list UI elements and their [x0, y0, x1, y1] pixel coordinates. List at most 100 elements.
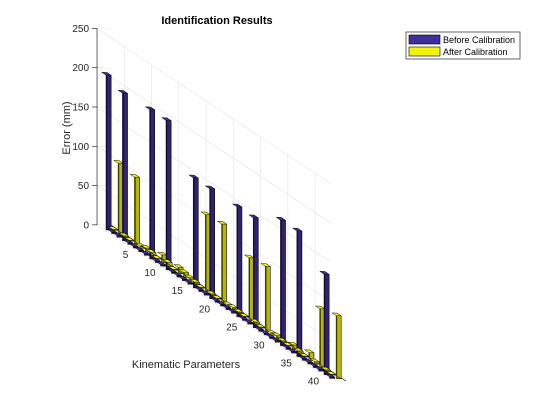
bar-face-top — [210, 297, 221, 302]
legend-swatch-before — [408, 34, 441, 45]
bar-before-calibration — [145, 106, 155, 260]
bar-after-calibration — [113, 160, 124, 235]
bar-before-calibration — [183, 279, 194, 285]
bar-before-calibration — [292, 227, 303, 358]
bar-before-calibration — [319, 271, 330, 376]
bar-after-calibration — [326, 371, 336, 376]
bar-face-top — [151, 255, 162, 259]
bar-after-calibration — [162, 259, 173, 267]
x-tick-label: 30 — [253, 340, 265, 351]
bar-face-top — [248, 214, 259, 219]
bar-before-calibration — [270, 337, 281, 343]
bar-face-top — [217, 220, 227, 225]
bar-face-side — [281, 217, 286, 347]
bar-after-calibration — [238, 313, 249, 318]
bar-layer — [101, 72, 342, 380]
bar-after-calibration — [217, 220, 227, 304]
bar-face-top — [237, 315, 248, 320]
legend-swatch-after — [408, 46, 441, 57]
bar-before-calibration — [286, 348, 297, 354]
bar-face-top — [112, 232, 123, 237]
bar-after-calibration — [320, 366, 331, 372]
bar-face-top — [314, 366, 324, 370]
bar-face-top — [156, 261, 166, 266]
bar-before-calibration — [161, 117, 172, 271]
bar-face-top — [173, 264, 184, 268]
bar-face-top — [128, 243, 139, 247]
bar-face-top — [150, 257, 161, 262]
bar-face-top — [195, 284, 206, 288]
legend-label-before: Before Calibration — [443, 35, 515, 45]
bar-face-side — [297, 228, 303, 358]
bar-before-calibration — [232, 203, 243, 318]
bar-face-top — [162, 259, 173, 263]
bar-face-top — [157, 251, 168, 256]
bar-after-calibration — [151, 255, 162, 260]
bar-face-top — [200, 211, 211, 216]
bar-after-calibration — [244, 254, 255, 322]
z-tick-label: 50 — [78, 181, 90, 192]
legend: Before Calibration After Calibration — [405, 31, 521, 60]
bar-face-top — [199, 290, 210, 294]
bar-face-side — [210, 185, 215, 300]
chart-title: Identification Results — [161, 15, 272, 27]
bar-face-side — [237, 203, 243, 318]
bar-face-side — [166, 117, 172, 271]
bar-face-top — [226, 308, 237, 313]
bar-face-top — [221, 304, 232, 309]
x-tick-label: 15 — [172, 286, 184, 297]
bar-after-calibration — [293, 347, 304, 354]
bar-face-top — [326, 371, 336, 375]
bar-face-side — [336, 312, 342, 380]
bar-after-calibration — [315, 305, 326, 369]
bar-face-top — [308, 362, 319, 367]
bar-face-top — [117, 90, 128, 94]
bar-before-calibration — [112, 232, 123, 238]
bar-face-top — [233, 308, 244, 313]
bar-face-top — [205, 185, 215, 190]
bar-face-top — [319, 271, 330, 275]
bar-before-calibration — [314, 366, 324, 372]
bar-after-calibration — [260, 263, 271, 332]
bar-after-calibration — [211, 295, 222, 300]
bar-after-calibration — [195, 284, 206, 289]
bar-face-top — [275, 216, 286, 221]
bar-face-top — [292, 227, 303, 232]
bar-after-calibration — [309, 358, 320, 365]
bar-face-top — [161, 117, 172, 121]
bar-after-calibration — [206, 290, 217, 296]
bar-before-calibration — [226, 308, 237, 314]
bar-face-side — [265, 263, 271, 332]
bar-before-calibration — [215, 301, 226, 307]
bar-face-top — [123, 239, 134, 244]
grid-line-z — [96, 106, 332, 263]
bar-after-calibration — [304, 349, 315, 361]
x-tick-label: 10 — [144, 268, 156, 279]
bar-face-top — [265, 333, 275, 338]
bar-face-top — [166, 268, 177, 273]
bar-after-calibration — [287, 341, 298, 351]
x-tick-label: 20 — [199, 304, 211, 315]
bar-face-top — [188, 174, 199, 179]
bar-before-calibration — [188, 174, 199, 289]
bar-face-side — [122, 90, 128, 242]
bar-face-top — [309, 358, 320, 363]
x-axis-label: Kinematic Parameters — [132, 359, 241, 371]
bar-face-top — [254, 326, 264, 331]
bar-face-top — [315, 305, 326, 310]
bar-face-top — [172, 272, 183, 276]
bar-after-calibration — [200, 211, 211, 293]
bar-face-top — [320, 366, 331, 371]
bar-face-top — [281, 344, 292, 349]
bar-after-calibration — [146, 249, 157, 256]
bar-face-side — [324, 271, 330, 376]
z-tick-label: 200 — [72, 63, 89, 74]
bar-after-calibration — [129, 174, 140, 246]
bar-after-calibration — [298, 353, 309, 358]
bar-face-top — [249, 318, 260, 323]
bar-before-calibration — [199, 290, 210, 296]
y-axis-label: Error (mm) — [61, 101, 73, 154]
bar-before-calibration — [275, 216, 286, 347]
